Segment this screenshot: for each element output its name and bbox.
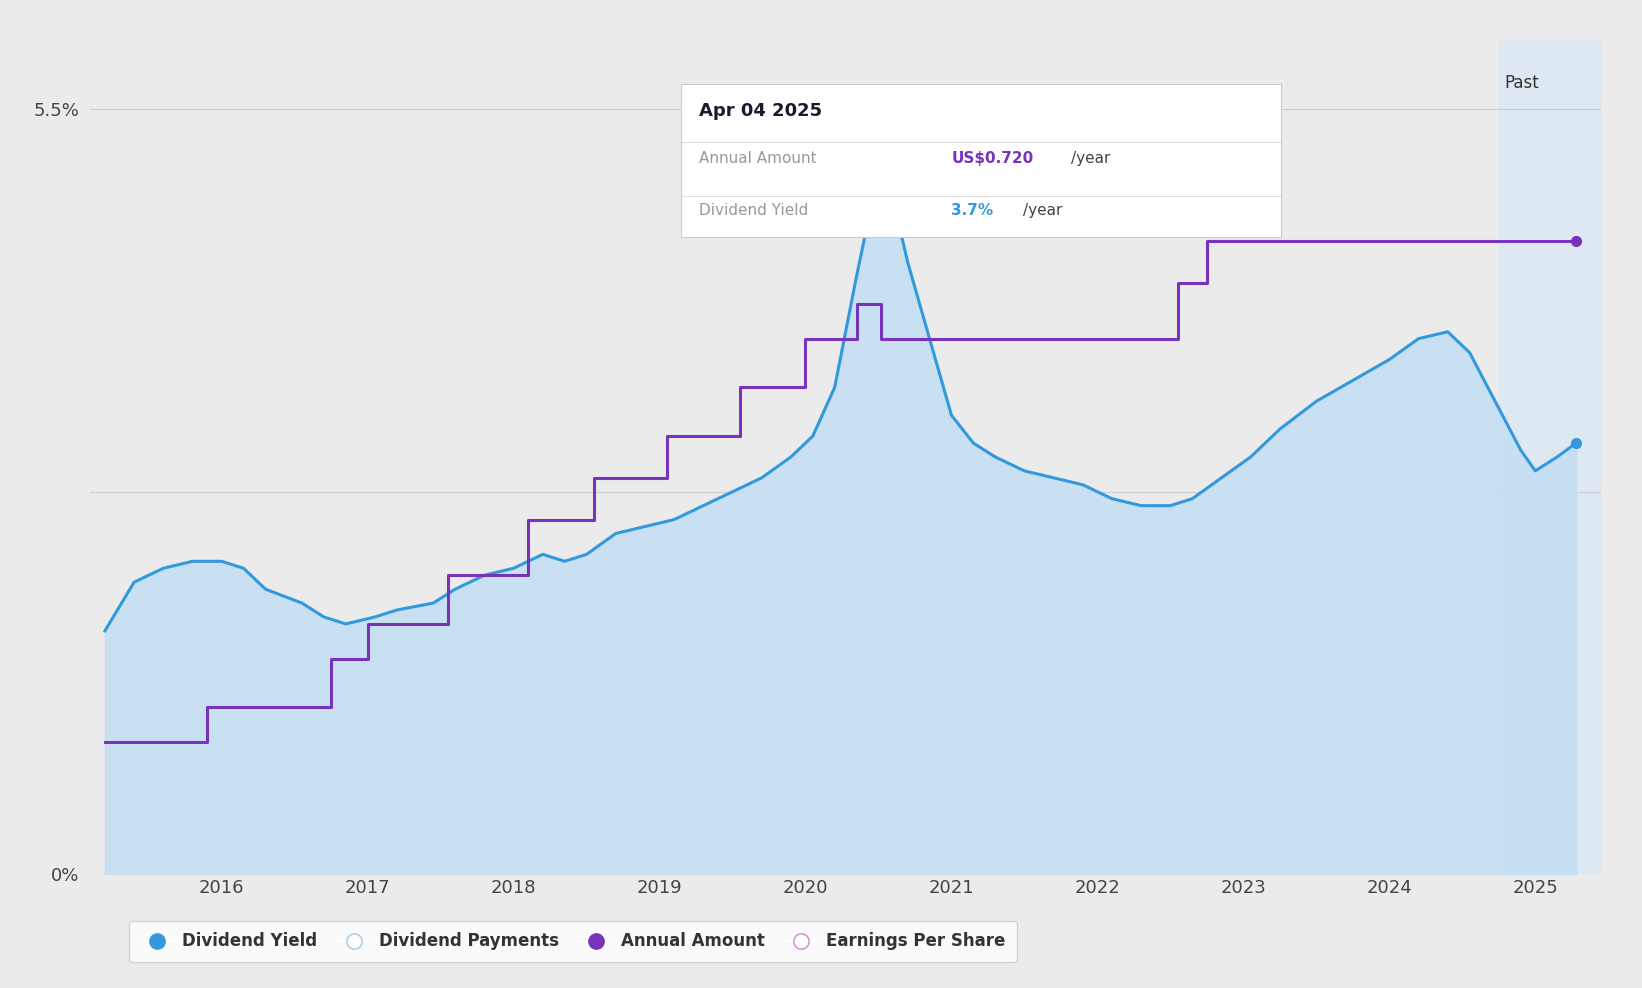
Text: /year: /year [1023, 204, 1062, 218]
Text: US$0.720: US$0.720 [951, 151, 1033, 166]
Text: 3.7%: 3.7% [951, 204, 993, 218]
Text: Past: Past [1504, 74, 1539, 92]
Legend: Dividend Yield, Dividend Payments, Annual Amount, Earnings Per Share: Dividend Yield, Dividend Payments, Annua… [128, 921, 1018, 962]
Text: Annual Amount: Annual Amount [699, 151, 818, 166]
Text: /year: /year [1071, 151, 1110, 166]
Text: Apr 04 2025: Apr 04 2025 [699, 103, 823, 121]
Text: Dividend Yield: Dividend Yield [699, 204, 808, 218]
Bar [1499, 40, 1601, 874]
